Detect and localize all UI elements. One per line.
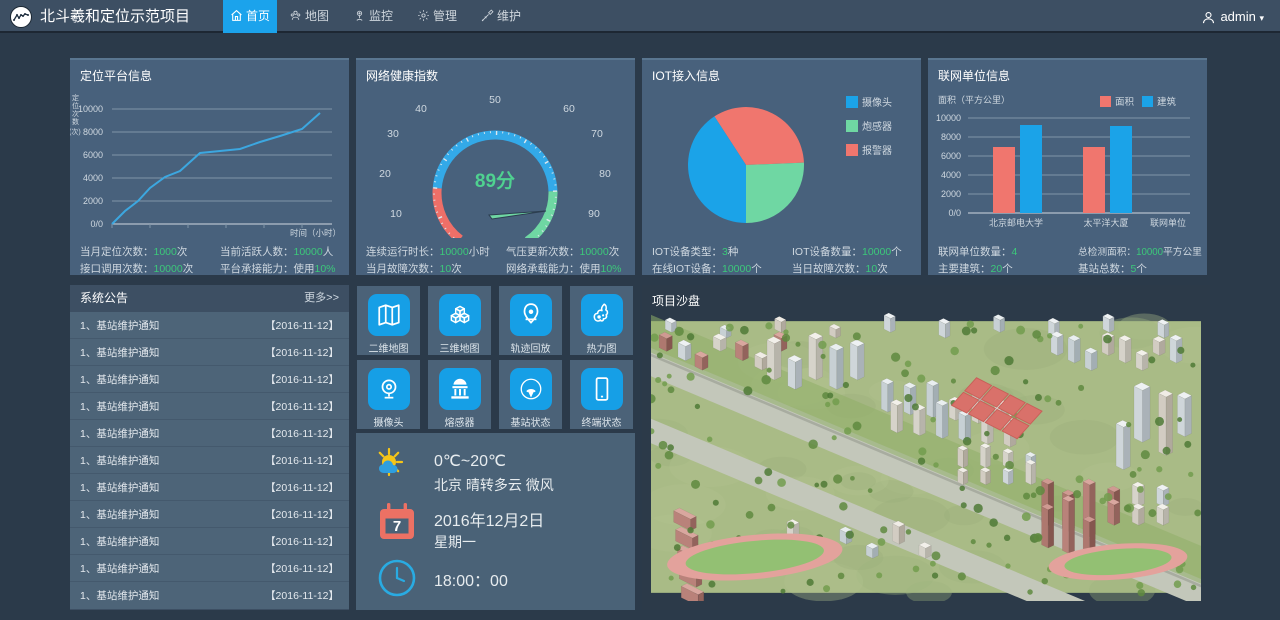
svg-text:报警器: 报警器: [862, 144, 892, 157]
svg-text:面积（平方公里）: 面积（平方公里）: [938, 94, 1010, 105]
svg-text:2000: 2000: [83, 196, 103, 206]
svg-text:30: 30: [387, 128, 399, 140]
svg-text:10: 10: [390, 208, 402, 220]
svg-text:次: 次: [72, 109, 79, 118]
svg-text:4000: 4000: [83, 173, 103, 183]
svg-text:0/0: 0/0: [948, 208, 961, 218]
svg-text:数: 数: [72, 117, 79, 126]
svg-text:4000: 4000: [941, 170, 961, 180]
svg-text:6000: 6000: [941, 151, 961, 161]
svg-text:2000: 2000: [941, 189, 961, 199]
svg-text:炮感器: 炮感器: [862, 120, 892, 133]
svg-text:(次): (次): [70, 127, 81, 136]
svg-text:50: 50: [489, 94, 501, 106]
svg-text:8000: 8000: [941, 132, 961, 142]
svg-text:40: 40: [415, 103, 427, 115]
svg-text:摄像头: 摄像头: [862, 96, 892, 109]
svg-text:80: 80: [599, 168, 611, 180]
svg-text:位: 位: [72, 101, 79, 110]
svg-text:6000: 6000: [83, 150, 103, 160]
svg-text:60: 60: [563, 103, 575, 115]
svg-text:10000: 10000: [78, 104, 103, 114]
svg-text:面积: 面积: [1115, 96, 1135, 108]
svg-text:70: 70: [591, 128, 603, 140]
svg-text:7: 7: [393, 518, 401, 535]
svg-text:北京邮电大学: 北京邮电大学: [989, 217, 1043, 228]
svg-text:联网单位: 联网单位: [1150, 217, 1186, 228]
svg-text:0/0: 0/0: [90, 219, 103, 229]
svg-text:定: 定: [72, 93, 79, 102]
svg-text:10000: 10000: [936, 113, 961, 123]
svg-text:8000: 8000: [83, 127, 103, 137]
svg-text:太平洋大厦: 太平洋大厦: [1083, 217, 1128, 228]
svg-text:建筑: 建筑: [1157, 96, 1177, 108]
svg-text:时间（小时）: 时间（小时）: [290, 228, 341, 238]
svg-text:89分: 89分: [475, 170, 515, 192]
svg-text:90: 90: [588, 208, 600, 220]
svg-text:20: 20: [379, 168, 391, 180]
